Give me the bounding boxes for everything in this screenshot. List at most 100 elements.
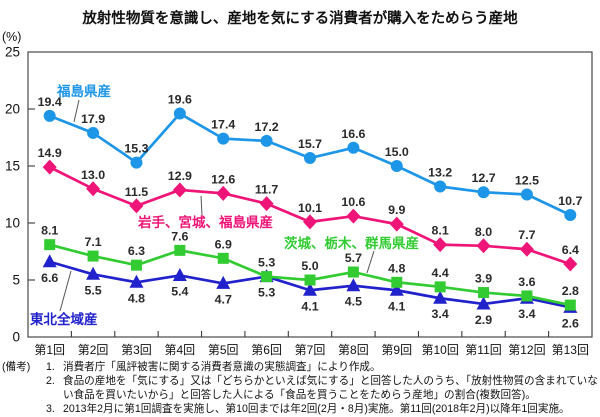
data-point [304, 274, 316, 286]
value-label: 2.9 [475, 313, 492, 327]
notes-list: 1. 消費者庁「風評被害に関する消費者意識の実態調査」により作成。 2. 食品の産地を… [46, 361, 598, 417]
value-label: 5.3 [258, 286, 275, 300]
data-point [172, 182, 187, 198]
value-label: 15.3 [124, 142, 148, 156]
value-label: 3.4 [432, 307, 449, 321]
notes-block: (備考) 1. 消費者庁「風評被害に関する消費者意識の実態調査」により作成。 2. 食… [2, 361, 598, 417]
data-point [390, 160, 403, 172]
data-point [174, 244, 186, 256]
data-point [44, 239, 56, 251]
annotation-leader-line [366, 250, 375, 274]
value-label: 4.1 [301, 299, 318, 313]
value-label: 15.0 [385, 145, 409, 159]
data-point [477, 186, 490, 199]
data-point [520, 188, 533, 201]
data-point [564, 299, 576, 311]
series-name-label: 東北全域産 [30, 311, 98, 327]
y-tick-label: 25 [5, 45, 20, 60]
value-label: 6.3 [128, 244, 145, 258]
data-point [521, 290, 533, 302]
data-point [563, 256, 578, 272]
data-point [389, 216, 404, 232]
data-point [261, 271, 273, 283]
value-label: 9.9 [388, 203, 405, 217]
x-tick-label: 第2回 [78, 343, 109, 357]
note-text: 2013年2月に第1回調査を実施し、第10回までは年2回(2月・8月)実施。第1… [63, 402, 570, 415]
x-tick-label: 第5回 [208, 343, 239, 357]
note-number: 2. [46, 374, 55, 387]
x-tick-label: 第9回 [381, 343, 412, 357]
notes-label: (備考) [2, 361, 31, 373]
data-point [434, 180, 447, 193]
data-point [86, 181, 101, 197]
value-label: 12.5 [515, 174, 539, 188]
data-point [347, 266, 359, 278]
note-item: 3. 2013年2月に第1回調査を実施し、第10回までは年2回(2月・8月)実施。… [46, 403, 598, 417]
data-point [86, 266, 101, 280]
value-label: 6.6 [41, 271, 58, 285]
plot-frame [27, 51, 593, 338]
value-label: 13.0 [81, 168, 105, 182]
x-tick-label: 第13回 [552, 343, 589, 357]
series-value-labels-1: 14.9 13.0 11.5 12.9 12.6 11.7 10.1 10.6 9.9 8.1 8.… [38, 146, 579, 257]
value-label: 15.7 [298, 137, 322, 151]
x-tick-label: 第4回 [165, 343, 196, 357]
data-point [87, 126, 100, 139]
data-point [519, 241, 534, 257]
value-label: 12.6 [211, 172, 235, 186]
data-point [433, 290, 448, 304]
value-label: 17.4 [211, 118, 235, 132]
data-point [172, 267, 187, 281]
data-point [217, 132, 230, 145]
value-label: 3.6 [518, 275, 535, 289]
value-label: 17.2 [255, 120, 279, 134]
data-point [476, 296, 491, 310]
data-point [129, 198, 144, 214]
line-chart: (%) 0 5 10 15 20 25 第1回 第2回 第3回 第4回 第5回 第6回 第7回 第8回 第9回… [2, 30, 593, 357]
data-point [303, 282, 317, 296]
series-annotation-0: 福島県産 [56, 83, 111, 123]
data-point [304, 152, 316, 165]
series-annotation-3: 東北全域産 [30, 270, 98, 327]
value-label: 16.6 [341, 127, 365, 141]
series-annotation-2: 茨城、栃木、群馬県産 [284, 235, 419, 274]
value-label: 12.9 [168, 169, 192, 183]
data-point [42, 159, 57, 175]
note-text: 食品の産地を「気にする」又は「どちらかといえば気にする」と回答した人のうち、「放… [63, 374, 598, 401]
value-label: 4.5 [345, 295, 362, 309]
value-label: 13.2 [428, 166, 452, 180]
data-point [43, 109, 56, 122]
x-tick-label: 第10回 [421, 343, 458, 357]
x-axis: 第1回 第2回 第3回 第4回 第5回 第6回 第7回 第8回 第9回 第10回 第11回 第12回第… [34, 331, 589, 357]
data-point [129, 274, 144, 288]
y-tick-label: 20 [5, 102, 20, 117]
series-value-labels-2: 8.1 7.1 6.3 7.6 6.9 5.3 5.0 5.7 4.8 4.4 3.9 3.6 2.8 [41, 224, 579, 298]
note-number: 3. [46, 402, 55, 415]
annotation-leader-line [200, 195, 203, 216]
value-label: 12.7 [471, 171, 495, 185]
series-value-labels-0: 19.4 17.9 15.3 19.6 17.4 17.2 15.7 16.6 15.0 13.2… [38, 93, 583, 208]
data-point [216, 275, 231, 289]
value-label: 11.5 [125, 185, 149, 199]
series-2 [44, 239, 576, 311]
value-label: 7.7 [518, 228, 535, 242]
series-annotation-1: 岩手、宮城、福島県産 [137, 195, 273, 230]
value-label: 8.1 [41, 224, 58, 238]
y-axis: 0 5 10 15 20 25 [5, 45, 35, 345]
value-label: 6.9 [215, 237, 232, 251]
value-label: 10.7 [558, 194, 582, 208]
note-text: 消費者庁「風評被害に関する消費者意識の実態調査」により作成。 [63, 361, 381, 373]
data-point [303, 214, 317, 230]
value-label: 19.4 [38, 95, 62, 109]
x-tick-label: 第7回 [295, 343, 326, 357]
value-label: 2.8 [562, 284, 579, 298]
data-point [130, 259, 142, 271]
data-point [216, 185, 231, 201]
value-label: 3.9 [475, 272, 492, 286]
value-label: 7.6 [171, 229, 188, 243]
y-tick-label: 10 [5, 216, 20, 231]
annotation-leader-line [73, 99, 80, 123]
data-point [259, 196, 274, 212]
data-point [130, 156, 143, 169]
